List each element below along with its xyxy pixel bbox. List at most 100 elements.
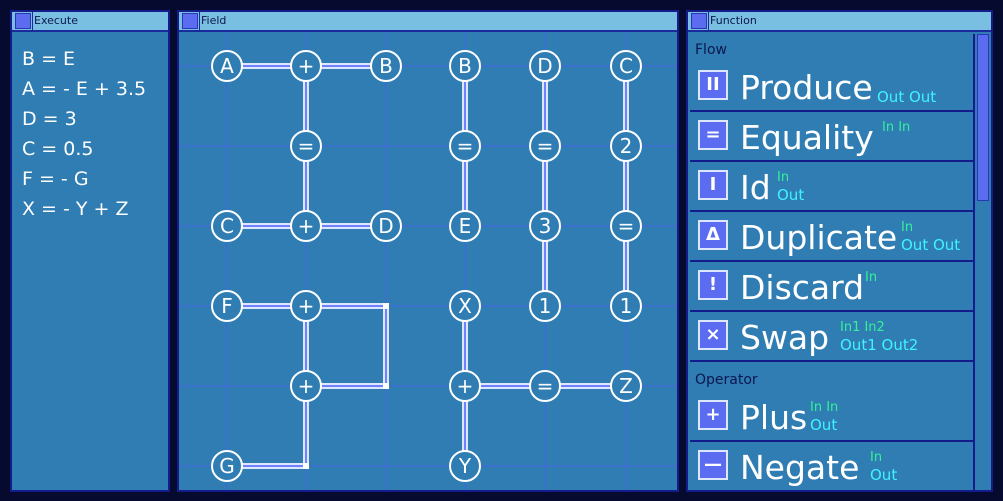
field-node[interactable]: X — [449, 290, 481, 322]
plus-icon: + — [698, 400, 728, 430]
node-label: = — [618, 214, 635, 238]
node-label: D — [537, 54, 552, 78]
field-node[interactable]: C — [610, 50, 642, 82]
field-node[interactable]: 3 — [529, 210, 561, 242]
out-ports: Out — [777, 186, 805, 204]
function-item-plus[interactable]: + Plus In In Out — [690, 392, 976, 442]
function-item-id[interactable]: I Id In Out — [690, 162, 976, 212]
field-canvas[interactable]: A + B = C + D F + + G B = E X + Y D = 3 1 = C 2 = 1 Z — [179, 32, 677, 492]
window-square-icon[interactable] — [182, 13, 198, 29]
field-node[interactable]: = — [290, 130, 322, 162]
field-node[interactable]: 1 — [529, 290, 561, 322]
equals-icon: = — [698, 120, 728, 150]
in-ports: In — [870, 450, 883, 465]
function-item-duplicate[interactable]: Δ Duplicate In Out Out — [690, 212, 976, 262]
function-item-swap[interactable]: × Swap In1 In2 Out1 Out2 — [690, 312, 976, 362]
field-node[interactable]: D — [370, 210, 402, 242]
in-ports: In In — [882, 120, 911, 135]
node-label: 1 — [620, 294, 633, 318]
field-titlebar: Field — [179, 12, 677, 32]
function-name: Produce — [740, 68, 873, 107]
section-flow: Flow — [690, 38, 976, 64]
node-circle — [211, 290, 243, 322]
window-square-icon[interactable] — [691, 13, 707, 29]
field-node[interactable]: B — [449, 50, 481, 82]
function-item-discard[interactable]: ! Discard In — [690, 262, 976, 312]
field-node[interactable]: 2 — [610, 130, 642, 162]
out-ports: Out Out — [877, 88, 937, 106]
function-name: Equality — [740, 118, 874, 157]
node-circle — [449, 370, 481, 402]
node-circle — [211, 210, 243, 242]
exclaim-icon: ! — [698, 270, 728, 300]
function-item-produce[interactable]: II Produce Out Out — [690, 62, 976, 112]
function-scrollbar[interactable] — [973, 34, 989, 490]
node-circle — [610, 370, 642, 402]
field-node[interactable]: B — [370, 50, 402, 82]
section-operator: Operator — [690, 368, 976, 394]
node-circle — [290, 290, 322, 322]
wire — [227, 386, 309, 469]
node-circle — [211, 50, 243, 82]
field-node[interactable]: Z — [610, 370, 642, 402]
field-node[interactable]: + — [290, 370, 322, 402]
node-circle — [449, 210, 481, 242]
node-circle — [610, 210, 642, 242]
node-label: 1 — [539, 294, 552, 318]
field-node[interactable]: = — [529, 130, 561, 162]
function-titlebar: Function — [688, 12, 991, 32]
node-label: F — [221, 294, 233, 318]
pause-icon: II — [698, 70, 728, 100]
node-circle — [529, 210, 561, 242]
field-node[interactable]: D — [529, 50, 561, 82]
field-node[interactable]: F — [211, 290, 243, 322]
wire-corner — [383, 383, 389, 389]
function-name: Swap — [740, 318, 830, 357]
execute-line: B = E — [22, 48, 76, 70]
node-label: 2 — [620, 134, 633, 158]
field-node[interactable]: A — [211, 50, 243, 82]
function-item-negate[interactable]: — Negate In Out — [690, 442, 976, 490]
field-node[interactable]: = — [610, 210, 642, 242]
field-node[interactable]: = — [529, 370, 561, 402]
node-circle — [610, 50, 642, 82]
section-label: Operator — [695, 372, 758, 388]
field-node[interactable]: E — [449, 210, 481, 242]
node-label: + — [298, 294, 315, 318]
field-node[interactable]: + — [290, 210, 322, 242]
field-panel[interactable]: Field A + B = C + D F + + G B = E X + Y D = 3 1 = C 2 = 1 Z — [177, 10, 679, 492]
node-label: G — [219, 454, 235, 478]
field-node[interactable]: + — [290, 50, 322, 82]
wire-corner — [303, 463, 309, 469]
node-circle — [290, 210, 322, 242]
execute-line: X = - Y + Z — [22, 198, 129, 220]
field-node[interactable]: C — [211, 210, 243, 242]
field-node[interactable]: Y — [449, 450, 481, 482]
wire — [306, 303, 389, 389]
in-ports: In — [901, 220, 914, 235]
function-item-equality[interactable]: = Equality In In — [690, 112, 976, 162]
field-node[interactable]: + — [290, 290, 322, 322]
node-circle — [290, 130, 322, 162]
node-circle — [529, 370, 561, 402]
function-name: Negate — [740, 448, 860, 487]
out-ports: Out1 Out2 — [840, 336, 919, 354]
execute-line: A = - E + 3.5 — [22, 78, 147, 100]
scroll-thumb[interactable] — [977, 34, 989, 201]
node-label: X — [458, 294, 472, 318]
field-node[interactable]: G — [211, 450, 243, 482]
field-node[interactable]: = — [449, 130, 481, 162]
node-circle — [529, 290, 561, 322]
function-name: Discard — [740, 268, 865, 307]
node-circle — [370, 50, 402, 82]
field-node[interactable]: + — [449, 370, 481, 402]
node-label: + — [457, 374, 474, 398]
node-label: = — [537, 374, 554, 398]
node-circle — [370, 210, 402, 242]
field-node[interactable]: 1 — [610, 290, 642, 322]
node-label: + — [298, 214, 315, 238]
window-square-icon[interactable] — [15, 13, 31, 29]
wire-core — [227, 386, 307, 467]
field-title: Field — [201, 14, 227, 27]
node-circle — [449, 130, 481, 162]
